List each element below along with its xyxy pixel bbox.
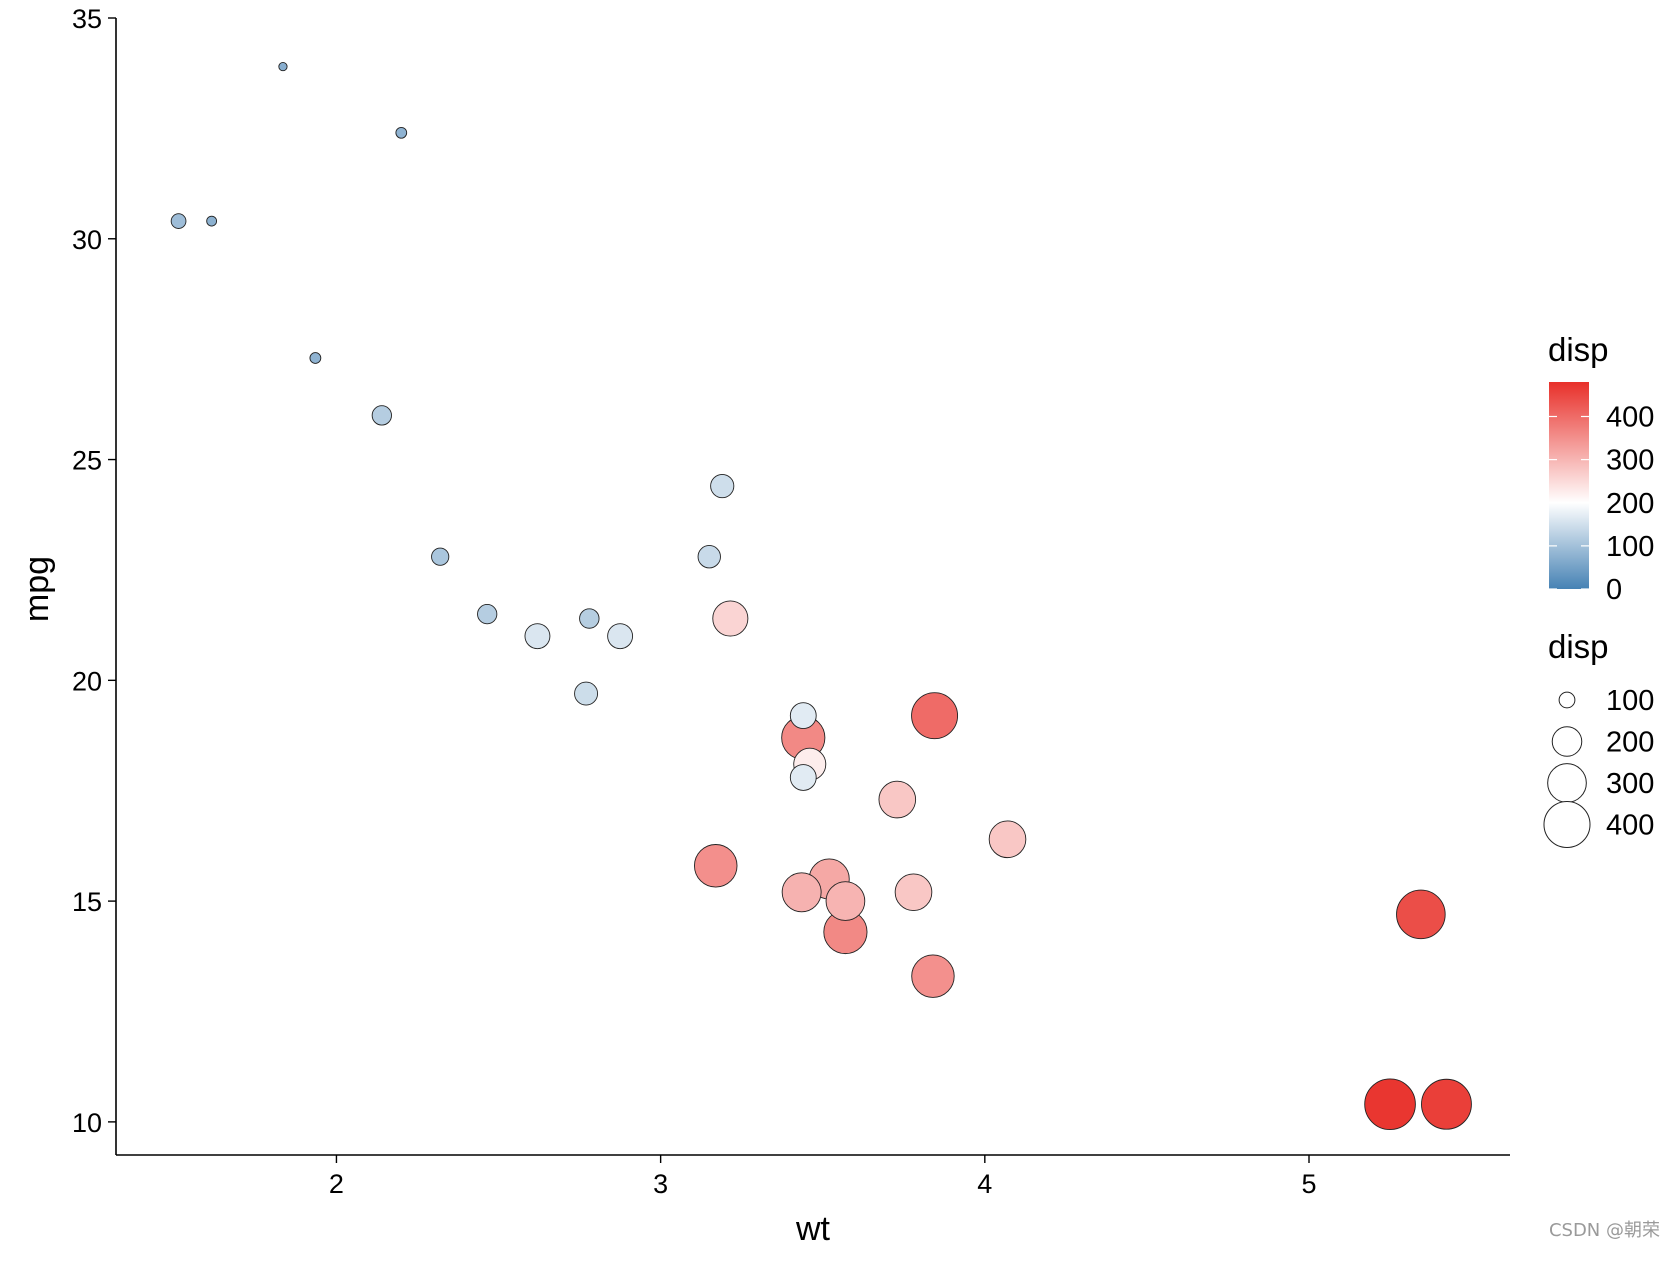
watermark: CSDN @朝荣 — [1548, 1220, 1660, 1241]
axes-layer: 2 3 4 5 10 15 20 25 30 35 — [72, 4, 1510, 1199]
size-legend-label: 200 — [1606, 727, 1654, 759]
x-tick-label: 4 — [977, 1169, 992, 1199]
scatter-point — [781, 872, 822, 913]
colorbar-label: 400 — [1606, 402, 1654, 434]
size-legend-label: 300 — [1606, 768, 1654, 800]
colorbar-label: 0 — [1606, 574, 1622, 606]
y-tick-label: 35 — [72, 4, 102, 34]
scatter-point — [524, 623, 551, 650]
scatter-point — [1396, 889, 1446, 940]
x-axis-title: wt — [795, 1210, 831, 1248]
colorbar-label: 200 — [1606, 488, 1654, 520]
scatter-point — [878, 780, 917, 819]
y-tick-label: 30 — [72, 225, 102, 255]
scatter-point — [894, 873, 933, 912]
scatter-point — [431, 547, 450, 566]
colorbar-label: 100 — [1606, 531, 1654, 563]
size-legend-label: 100 — [1606, 685, 1654, 717]
color-legend: disp 0 100 200 300 400 — [1548, 331, 1654, 606]
colorbar — [1549, 382, 1589, 589]
scatter-point — [309, 352, 322, 364]
x-tick-label: 2 — [329, 1169, 344, 1199]
size-legend-title: disp — [1548, 628, 1609, 665]
size-legend-key — [1551, 726, 1583, 757]
scatter-point — [395, 126, 408, 139]
y-axis-title: mpg — [18, 556, 56, 622]
scatter-point — [694, 844, 738, 888]
y-tick-label: 10 — [72, 1108, 102, 1138]
scatter-point — [371, 405, 392, 426]
scatter-point — [710, 473, 735, 499]
points-layer — [170, 61, 1472, 1131]
scatter-point — [278, 61, 288, 72]
scatter-point — [1364, 1078, 1416, 1131]
y-tick-label: 20 — [72, 666, 102, 696]
scatter-point — [574, 681, 599, 706]
y-tick-label: 15 — [72, 887, 102, 917]
colorbar-label: 300 — [1606, 445, 1654, 477]
scatter-point — [911, 954, 955, 998]
color-legend-title: disp — [1548, 331, 1609, 368]
scatter-point — [477, 603, 498, 625]
scatter-point — [697, 545, 721, 569]
scatter-point — [825, 881, 866, 921]
size-legend-key — [1543, 800, 1591, 849]
scatter-point — [911, 692, 959, 740]
scatter-point — [579, 608, 600, 629]
scatter-point — [170, 213, 187, 229]
size-legend-key — [1547, 763, 1587, 803]
scatter-point — [988, 820, 1027, 859]
scatter-point — [789, 702, 817, 730]
scatter-point — [607, 623, 634, 650]
scatter-point — [789, 764, 817, 791]
size-legend: disp 100 200 300 400 — [1543, 628, 1654, 849]
y-tick-label: 25 — [72, 446, 102, 476]
scatter-point — [1421, 1078, 1472, 1130]
x-tick-label: 3 — [653, 1169, 668, 1199]
scatter-point — [712, 600, 749, 637]
size-legend-key — [1558, 691, 1576, 709]
size-legend-label: 400 — [1606, 810, 1654, 842]
scatter-point — [206, 215, 218, 227]
x-tick-label: 5 — [1301, 1169, 1316, 1199]
